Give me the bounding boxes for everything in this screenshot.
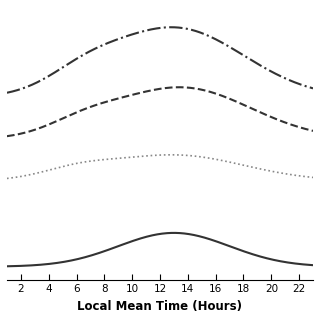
- X-axis label: Local Mean Time (Hours): Local Mean Time (Hours): [77, 300, 243, 313]
